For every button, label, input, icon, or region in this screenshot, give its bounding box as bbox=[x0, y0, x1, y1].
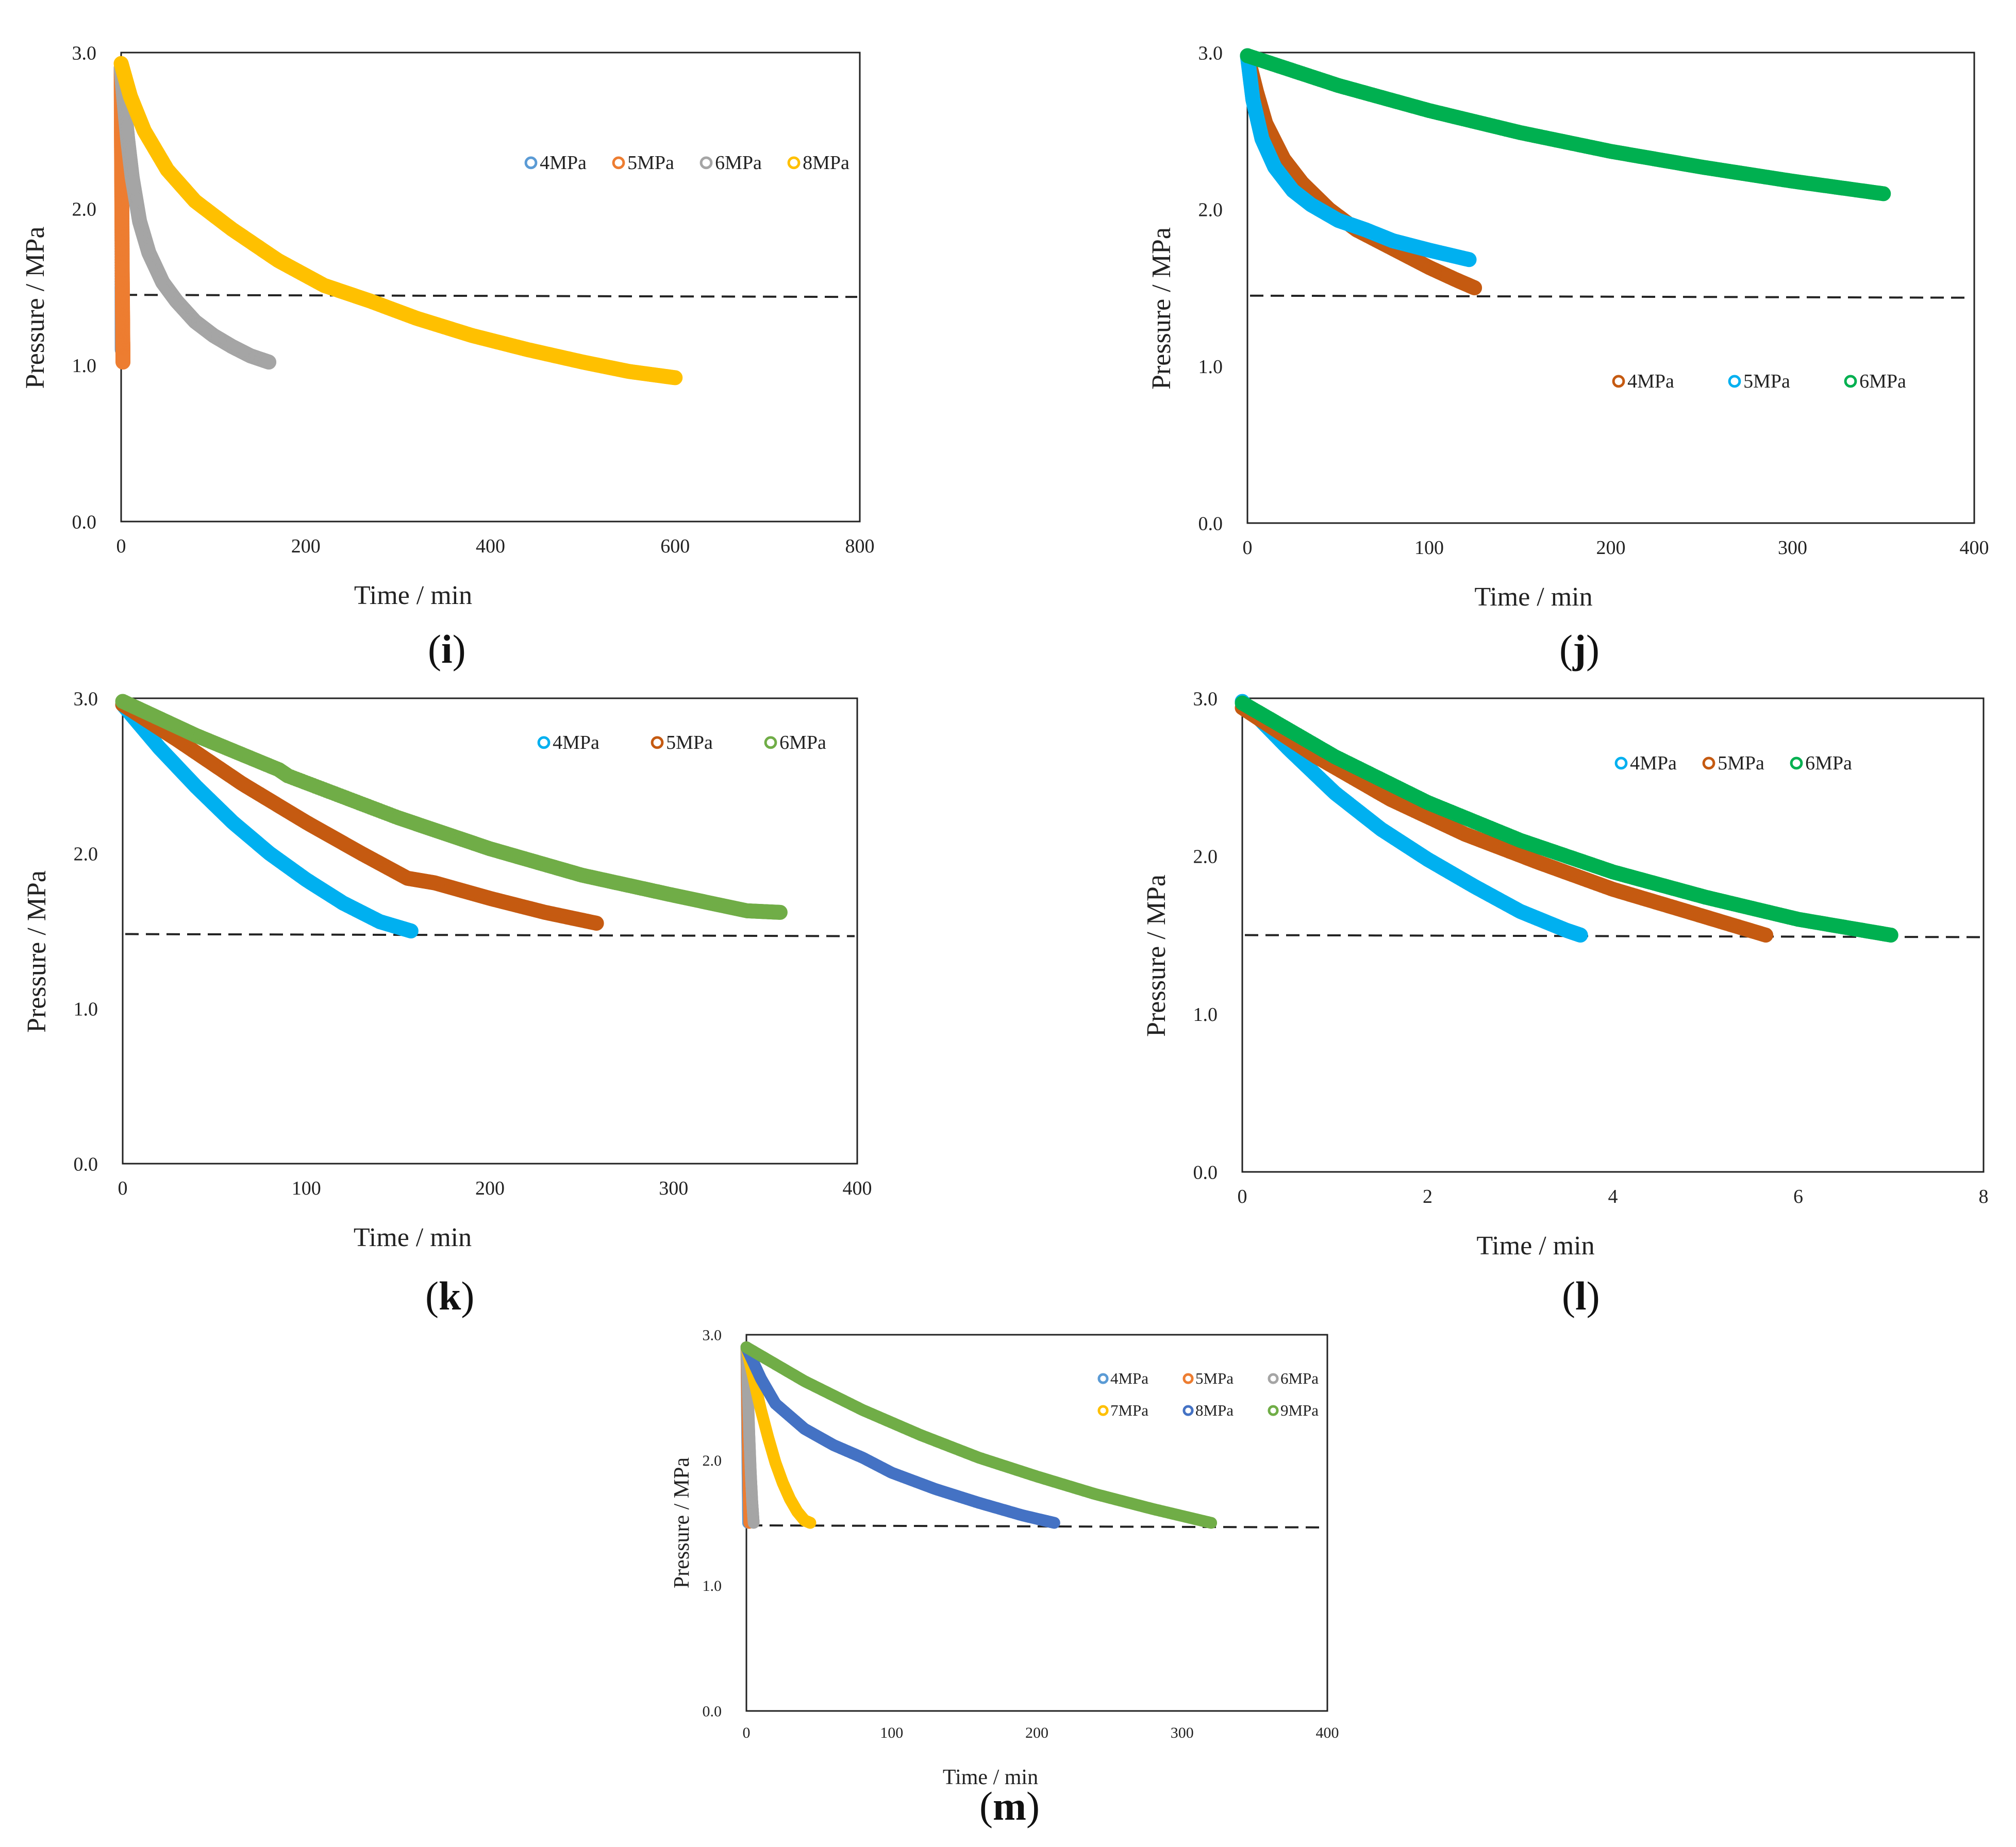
legend-entry: 4MPa bbox=[1630, 752, 1677, 774]
x-tick-label: 0 bbox=[118, 1178, 128, 1199]
y-axis-label: Pressure / MPa bbox=[1147, 227, 1176, 390]
x-tick-label: 800 bbox=[845, 535, 875, 557]
legend: 4MPa 5MPa 6MPa bbox=[1612, 371, 1906, 392]
y-axis-label: Pressure / MPa bbox=[670, 1457, 694, 1588]
x-tick-label: 200 bbox=[1025, 1724, 1048, 1741]
x-axis-label: Time / min bbox=[1476, 1231, 1594, 1261]
legend-entry: 6MPa bbox=[779, 732, 826, 753]
y-tick-label: 2.0 bbox=[74, 843, 98, 865]
y-tick-label: 1.0 bbox=[74, 998, 98, 1020]
x-tick-label: 8 bbox=[1979, 1186, 1989, 1207]
plot-area-frame bbox=[122, 697, 858, 1165]
data-point bbox=[1758, 928, 1774, 943]
x-tick-label: 200 bbox=[291, 535, 321, 557]
y-tick-label: 2.0 bbox=[1193, 846, 1218, 868]
data-point bbox=[1461, 252, 1477, 267]
threshold-dashed-line bbox=[123, 294, 858, 298]
x-tick-label: 300 bbox=[659, 1178, 688, 1199]
legend-entry: 5MPa bbox=[1743, 371, 1790, 392]
data-point bbox=[1573, 928, 1588, 943]
data-point bbox=[403, 923, 419, 938]
x-axis-label: Time / min bbox=[1474, 582, 1592, 612]
chart-j: 0 100 200 300 400 0.0 1.0 2.0 3.0 Time / min Press… bbox=[1147, 42, 1989, 612]
legend-entry: 5MPa bbox=[1718, 752, 1764, 774]
legend-entry: 5MPa bbox=[627, 152, 674, 174]
legend-entry: 4MPa bbox=[540, 152, 587, 174]
x-tick-label: 0 bbox=[743, 1724, 751, 1741]
x-tick-label: 400 bbox=[476, 535, 505, 557]
data-point bbox=[1883, 928, 1898, 943]
y-axis-label: Pressure / MPa bbox=[1142, 875, 1171, 1037]
y-tick-label: 3.0 bbox=[1198, 42, 1223, 64]
chart-k: 0 100 200 300 400 0.0 1.0 2.0 3.0 Time / min Press… bbox=[22, 688, 872, 1252]
x-tick-label: 0 bbox=[116, 535, 126, 557]
x-tick-label: 100 bbox=[292, 1178, 321, 1199]
legend-entry: 6MPa bbox=[715, 152, 762, 174]
x-tick-label: 300 bbox=[1778, 537, 1807, 559]
y-tick-label: 1.0 bbox=[1193, 1004, 1218, 1026]
data-point bbox=[1876, 186, 1891, 202]
y-tick-label: 0.0 bbox=[1193, 1162, 1218, 1183]
x-axis-label: Time / min bbox=[354, 581, 472, 610]
legend: 4MPa 5MPa 6MPa bbox=[1614, 752, 1852, 774]
x-tick-label: 100 bbox=[880, 1724, 903, 1741]
legend-entry: 8MPa bbox=[803, 152, 849, 174]
y-tick-label: 1.0 bbox=[703, 1577, 722, 1594]
x-tick-label: 0 bbox=[1243, 537, 1253, 559]
x-tick-label: 0 bbox=[1238, 1186, 1247, 1207]
x-tick-label: 4 bbox=[1608, 1186, 1618, 1207]
y-axis-label: Pressure / MPa bbox=[22, 870, 52, 1033]
chart-i: 0 200 400 600 800 0.0 1.0 2.0 3.0 Time / min Press… bbox=[21, 42, 875, 610]
x-axis-label: Time / min bbox=[354, 1223, 472, 1252]
data-point bbox=[668, 370, 683, 385]
x-tick-label: 6 bbox=[1793, 1186, 1803, 1207]
x-tick-label: 100 bbox=[1414, 537, 1444, 559]
x-tick-label: 400 bbox=[843, 1178, 872, 1199]
data-point bbox=[589, 915, 604, 931]
y-tick-label: 2.0 bbox=[1198, 199, 1223, 221]
legend-entry: 6MPa bbox=[1859, 371, 1906, 392]
y-tick-label: 0.0 bbox=[1198, 513, 1223, 534]
y-tick-label: 3.0 bbox=[1193, 688, 1218, 710]
x-tick-label: 2 bbox=[1423, 1186, 1432, 1207]
data-point bbox=[261, 355, 277, 370]
legend-entry: 6MPa bbox=[1805, 752, 1852, 774]
x-tick-label: 600 bbox=[660, 535, 690, 557]
data-point bbox=[1467, 280, 1482, 295]
x-tick-label: 200 bbox=[475, 1178, 505, 1199]
x-tick-label: 400 bbox=[1960, 537, 1989, 559]
y-tick-label: 3.0 bbox=[74, 688, 98, 710]
y-tick-label: 1.0 bbox=[72, 355, 97, 377]
x-tick-label: 200 bbox=[1596, 537, 1626, 559]
x-tick-label: 300 bbox=[1171, 1724, 1194, 1741]
y-tick-label: 1.0 bbox=[1198, 356, 1223, 378]
data-point bbox=[772, 904, 788, 920]
y-tick-label: 0.0 bbox=[703, 1703, 722, 1720]
y-tick-label: 0.0 bbox=[74, 1153, 98, 1175]
y-tick-label: 2.0 bbox=[72, 199, 97, 221]
y-tick-label: 0.0 bbox=[72, 511, 97, 533]
legend-entry: 5MPa bbox=[666, 732, 713, 753]
legend-entry: 4MPa bbox=[1627, 371, 1674, 392]
y-tick-label: 3.0 bbox=[72, 42, 97, 64]
plot-area-frame bbox=[1246, 52, 1975, 524]
legend-entry: 4MPa bbox=[553, 732, 599, 753]
y-tick-label: 3.0 bbox=[703, 1327, 722, 1344]
plot-area-frame bbox=[120, 52, 861, 523]
chart-l: 0 2 4 6 8 0.0 1.0 2.0 3.0 Time / min Pressure / MP… bbox=[1142, 688, 1989, 1261]
y-axis-label: Pressure / MPa bbox=[21, 227, 50, 389]
x-tick-label: 400 bbox=[1316, 1724, 1339, 1741]
y-tick-label: 2.0 bbox=[703, 1452, 722, 1469]
data-point bbox=[115, 355, 131, 370]
legend: 4MPa 5MPa 6MPa bbox=[537, 732, 826, 753]
